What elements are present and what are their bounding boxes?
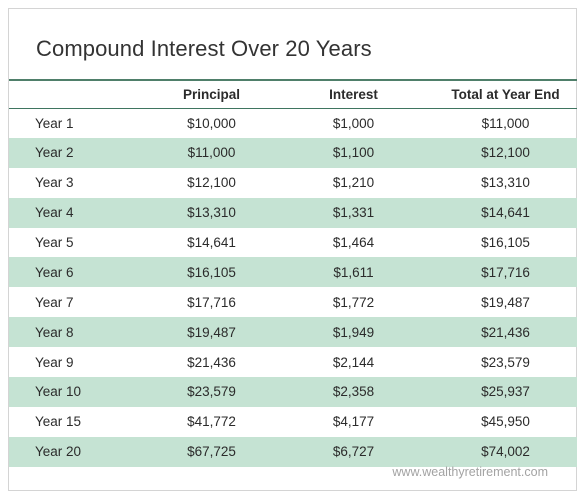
total-cell: $13,310 (481, 175, 530, 191)
interest-cell: $1,100 (332, 145, 375, 161)
total-cell: $12,100 (481, 145, 530, 161)
total-cell: $17,716 (481, 264, 530, 280)
total-cell: $11,000 (481, 115, 530, 131)
table-row: Year 5 $14,641 $1,464 $16,105 (9, 228, 577, 258)
principal-cell: $10,000 (187, 115, 236, 131)
header-total: Total at Year End (451, 86, 560, 102)
header-principal: Principal (182, 86, 241, 102)
table-row: Year 20 $67,725 $6,727 $74,002 (9, 436, 577, 467)
interest-table: Principal Interest Total at Year End Yea… (9, 79, 577, 467)
principal-cell: $16,105 (187, 264, 236, 280)
year-cell: Year 15 (35, 414, 82, 430)
year-cell: Year 2 (35, 145, 74, 161)
principal-cell: $17,716 (187, 294, 236, 310)
interest-cell: $1,464 (332, 235, 375, 250)
year-cell: Year 10 (35, 384, 82, 400)
table-row: Year 3 $12,100 $1,210 $13,310 (9, 168, 577, 198)
table-row: Year 6 $16,105 $1,611 $17,716 (9, 257, 577, 288)
source-credit: www.wealthyretirement.com (392, 465, 548, 479)
table-card: Compound Interest Over 20 Years Principa… (8, 8, 577, 491)
table-body: Year 1 $10,000 $1,000 $11,000 Year 2 $11,000 $… (9, 108, 577, 467)
total-cell: $74,002 (481, 444, 530, 460)
interest-cell: $2,358 (332, 384, 375, 400)
table-row: Year 15 $41,772 $4,177 $45,950 (9, 407, 577, 437)
table-row: Year 4 $13,310 $1,331 $14,641 (9, 197, 577, 228)
chart-title: Compound Interest Over 20 Years (36, 36, 372, 61)
total-cell: $25,937 (481, 384, 530, 400)
year-cell: Year 20 (35, 444, 82, 460)
year-cell: Year 4 (35, 205, 74, 221)
total-cell: $14,641 (481, 205, 530, 221)
interest-cell: $1,611 (333, 264, 374, 280)
year-cell: Year 7 (35, 294, 74, 310)
header-interest: Interest (329, 86, 378, 102)
principal-cell: $19,487 (187, 324, 236, 340)
year-cell: Year 5 (35, 235, 74, 250)
interest-cell: $4,177 (332, 414, 375, 430)
year-cell: Year 6 (35, 264, 74, 280)
interest-cell: $1,949 (332, 324, 375, 340)
principal-cell: $13,310 (187, 205, 236, 221)
year-cell: Year 9 (35, 354, 74, 370)
principal-cell: $21,436 (187, 354, 236, 370)
principal-cell: $12,100 (187, 175, 236, 191)
total-cell: $21,436 (481, 324, 530, 340)
principal-cell: $23,579 (187, 384, 236, 400)
table-row: Year 2 $11,000 $1,100 $12,100 (9, 137, 577, 168)
principal-cell: $11,000 (187, 145, 236, 161)
interest-cell: $1,210 (332, 175, 375, 191)
interest-cell: $6,727 (332, 444, 375, 460)
table-row: Year 7 $17,716 $1,772 $19,487 (9, 287, 577, 317)
interest-cell: $1,772 (332, 294, 375, 310)
principal-cell: $67,725 (187, 444, 236, 460)
year-cell: Year 1 (35, 115, 74, 131)
table-header-row: Principal Interest Total at Year End (9, 80, 577, 108)
year-cell: Year 8 (35, 324, 74, 340)
table-row: Year 1 $10,000 $1,000 $11,000 (9, 108, 577, 138)
header-year (9, 80, 150, 108)
table-row: Year 8 $19,487 $1,949 $21,436 (9, 317, 577, 348)
principal-cell: $41,772 (187, 414, 236, 430)
interest-cell: $2,144 (332, 354, 375, 370)
year-cell: Year 3 (35, 175, 74, 191)
interest-cell: $1,000 (332, 115, 375, 131)
principal-cell: $14,641 (187, 235, 236, 250)
total-cell: $23,579 (481, 354, 530, 370)
total-cell: $45,950 (481, 414, 530, 430)
table-row: Year 9 $21,436 $2,144 $23,579 (9, 347, 577, 377)
total-cell: $16,105 (481, 235, 530, 250)
interest-cell: $1,331 (332, 205, 375, 221)
table-row: Year 10 $23,579 $2,358 $25,937 (9, 377, 577, 407)
total-cell: $19,487 (481, 294, 530, 310)
